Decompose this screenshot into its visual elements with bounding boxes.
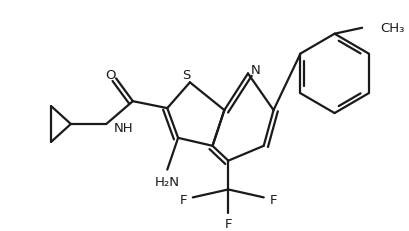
Text: F: F xyxy=(179,193,187,206)
Text: F: F xyxy=(225,217,232,230)
Text: S: S xyxy=(182,69,190,82)
Text: N: N xyxy=(251,64,261,77)
Text: O: O xyxy=(105,69,115,82)
Text: H₂N: H₂N xyxy=(155,175,180,188)
Text: CH₃: CH₃ xyxy=(380,22,404,35)
Text: F: F xyxy=(270,193,277,206)
Text: NH: NH xyxy=(114,122,134,135)
